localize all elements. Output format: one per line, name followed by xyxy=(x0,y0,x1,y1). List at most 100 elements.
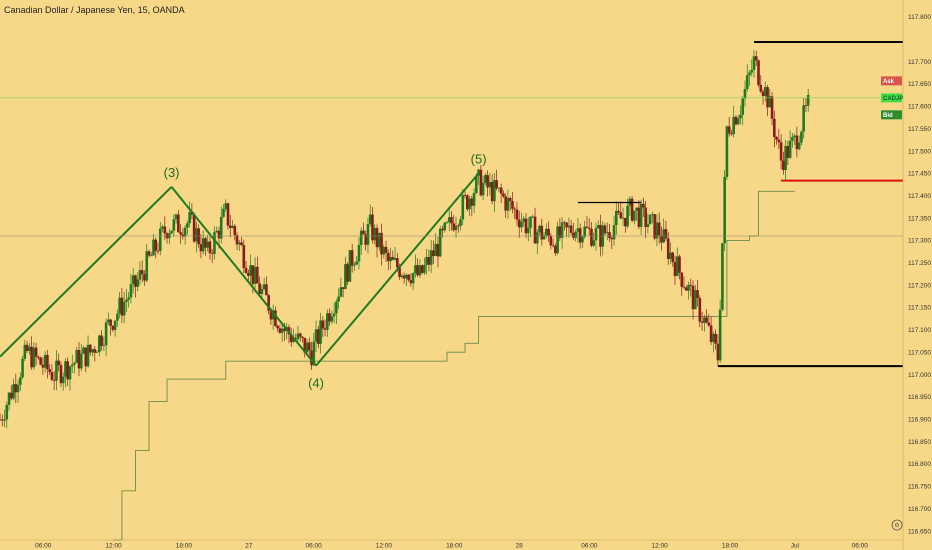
candle[interactable] xyxy=(486,170,489,197)
candle[interactable] xyxy=(12,378,15,401)
candle[interactable] xyxy=(337,288,340,309)
candle[interactable] xyxy=(228,214,232,238)
candle[interactable] xyxy=(258,276,261,295)
candle[interactable] xyxy=(210,248,214,264)
candle[interactable] xyxy=(432,240,435,265)
candle[interactable] xyxy=(563,221,566,231)
candle[interactable] xyxy=(5,401,9,429)
candle[interactable] xyxy=(328,308,331,326)
candle[interactable] xyxy=(596,220,600,229)
candle[interactable] xyxy=(696,279,699,307)
candle[interactable] xyxy=(497,187,501,193)
candle[interactable] xyxy=(14,373,18,404)
candle[interactable] xyxy=(186,220,189,235)
candle[interactable] xyxy=(359,227,363,255)
candle[interactable] xyxy=(642,197,645,217)
candle[interactable] xyxy=(48,364,51,376)
candle[interactable] xyxy=(782,151,785,175)
candle[interactable] xyxy=(470,195,474,217)
candle[interactable] xyxy=(434,232,437,257)
candle[interactable] xyxy=(138,261,142,286)
candle[interactable] xyxy=(289,327,293,347)
candle[interactable] xyxy=(499,183,503,204)
candle[interactable] xyxy=(621,207,625,226)
candle[interactable] xyxy=(766,85,769,117)
candle[interactable] xyxy=(619,201,623,219)
candle[interactable] xyxy=(93,345,97,362)
candle[interactable] xyxy=(721,243,724,312)
candle[interactable] xyxy=(64,358,67,388)
candle[interactable] xyxy=(418,259,422,279)
candle[interactable] xyxy=(734,115,738,126)
candle[interactable] xyxy=(653,214,656,241)
candle[interactable] xyxy=(420,264,424,275)
candle[interactable] xyxy=(104,318,108,356)
candle[interactable] xyxy=(91,348,94,357)
candle[interactable] xyxy=(529,216,532,238)
candle[interactable] xyxy=(608,223,611,242)
candle[interactable] xyxy=(718,299,722,363)
candle[interactable] xyxy=(346,262,349,285)
candle[interactable] xyxy=(192,212,196,244)
candle[interactable] xyxy=(366,217,370,254)
candle[interactable] xyxy=(172,214,176,237)
candle[interactable] xyxy=(804,97,808,113)
candle[interactable] xyxy=(791,133,794,148)
candle[interactable] xyxy=(86,335,90,368)
candle[interactable] xyxy=(39,356,42,366)
candle[interactable] xyxy=(240,236,243,247)
candle[interactable] xyxy=(454,216,458,238)
candle[interactable] xyxy=(502,190,505,199)
candle[interactable] xyxy=(484,173,487,185)
candle[interactable] xyxy=(73,361,76,374)
candle[interactable] xyxy=(143,270,146,286)
candle[interactable] xyxy=(800,130,803,146)
candle[interactable] xyxy=(463,191,467,199)
candle[interactable] xyxy=(9,385,13,401)
candle[interactable] xyxy=(479,164,483,197)
candle[interactable] xyxy=(332,302,336,324)
candle[interactable] xyxy=(517,210,521,238)
candle[interactable] xyxy=(520,212,523,233)
candle[interactable] xyxy=(109,318,112,336)
candle[interactable] xyxy=(113,320,117,337)
candle[interactable] xyxy=(488,173,492,196)
candle[interactable] xyxy=(423,257,426,276)
candle[interactable] xyxy=(213,226,216,260)
candle[interactable] xyxy=(639,199,643,235)
candle[interactable] xyxy=(587,218,591,236)
candle[interactable] xyxy=(797,135,801,151)
candle[interactable] xyxy=(46,350,49,379)
candle[interactable] xyxy=(77,342,81,377)
candle[interactable] xyxy=(572,222,575,241)
candle[interactable] xyxy=(32,342,36,370)
candle[interactable] xyxy=(89,344,92,356)
candle[interactable] xyxy=(335,298,338,324)
candle[interactable] xyxy=(181,228,185,240)
candle[interactable] xyxy=(131,268,135,294)
candle[interactable] xyxy=(100,330,103,351)
candle[interactable] xyxy=(603,222,607,236)
candle[interactable] xyxy=(436,236,440,268)
candle[interactable] xyxy=(493,173,496,212)
candle[interactable] xyxy=(682,276,686,290)
candle[interactable] xyxy=(298,332,302,342)
candle[interactable] xyxy=(43,351,47,373)
candle[interactable] xyxy=(414,254,417,278)
candle[interactable] xyxy=(405,273,408,287)
candle[interactable] xyxy=(795,126,799,158)
candle[interactable] xyxy=(705,309,708,324)
candle[interactable] xyxy=(456,223,460,233)
candle[interactable] xyxy=(326,309,329,337)
candle[interactable] xyxy=(786,140,790,165)
candle[interactable] xyxy=(703,314,706,332)
candle[interactable] xyxy=(301,336,304,343)
candle[interactable] xyxy=(452,215,456,232)
candle[interactable] xyxy=(556,221,559,256)
candle[interactable] xyxy=(147,249,151,258)
candle[interactable] xyxy=(754,50,758,67)
candle[interactable] xyxy=(61,372,65,391)
candle[interactable] xyxy=(741,96,745,126)
candle[interactable] xyxy=(3,409,6,428)
candle[interactable] xyxy=(515,201,519,226)
